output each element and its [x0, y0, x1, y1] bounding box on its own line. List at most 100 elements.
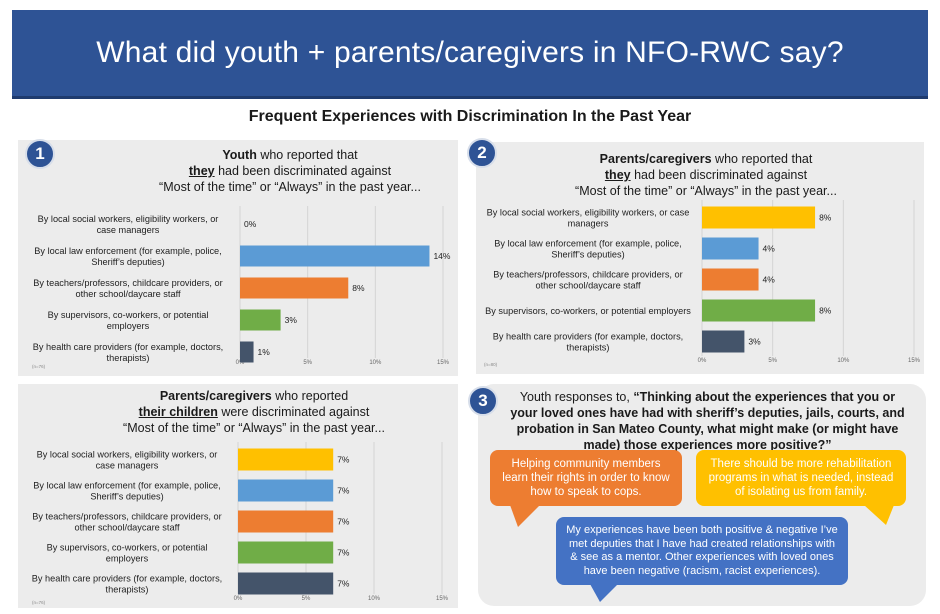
quote-bubble-blue: My experiences have been both positive &…	[556, 517, 848, 585]
quote-bubble-orange-text: Helping community members learn their ri…	[502, 458, 670, 498]
chart-panel-parents	[476, 142, 924, 374]
quote-bubble-orange-tail	[510, 505, 540, 527]
chart-2-title-freq: “Most of the time” or “Always” in the pa…	[575, 184, 837, 198]
category-label: By local law enforcement (for example, p…	[494, 239, 681, 260]
category-label-line: other school/daycare staff	[75, 289, 180, 299]
quote-bubble-yellow: There should be more rehabilitation prog…	[696, 450, 906, 506]
data-label: 3%	[285, 315, 298, 325]
data-label: 3%	[748, 337, 761, 347]
sample-size-note: (n=76)	[32, 600, 46, 605]
quotes-prompt-question: “Thinking about the experiences that you…	[510, 390, 905, 452]
chart-3-plot: 0% 5% 10% 15% By local social workers, eligi…	[32, 442, 449, 605]
category-label-line: By health care providers (for example, d…	[33, 342, 223, 352]
category-label-line: therapists)	[567, 343, 610, 353]
badge-1: 1	[25, 139, 55, 169]
chart-1-title-target: they	[188, 164, 215, 178]
x-tick-label: 0%	[234, 596, 243, 602]
category-label-line: employers	[106, 554, 149, 564]
chart-1-title: Youth who reported that they had been di…	[140, 147, 440, 195]
category-label: By supervisors, co-workers, or potential…	[47, 543, 208, 564]
category-label-line: other school/daycare staff	[535, 281, 640, 291]
category-label: By health care providers (for example, d…	[493, 332, 683, 353]
category-label-line: By health care providers (for example, d…	[32, 574, 222, 584]
quote-bubble-yellow-text: There should be more rehabilitation prog…	[708, 458, 894, 498]
category-label-line: By teachers/professors, childcare provid…	[32, 512, 221, 522]
x-tick-label: 10%	[368, 596, 381, 602]
quote-bubble-yellow-tail	[864, 505, 894, 525]
category-label: By health care providers (for example, d…	[33, 342, 223, 363]
bar	[238, 448, 334, 471]
page-title: What did youth + parents/caregivers in N…	[96, 36, 844, 69]
category-label-line: therapists)	[107, 353, 150, 363]
chart-3-svg: 0% 5% 10% 15% By local social workers, eligi…	[32, 442, 449, 605]
quote-bubble-blue-tail	[590, 584, 618, 602]
x-tick-label: 15%	[437, 360, 450, 366]
bar	[238, 510, 334, 533]
category-label: By local law enforcement (for example, p…	[33, 481, 220, 502]
category-label-line: By local law enforcement (for example, p…	[494, 239, 681, 249]
x-tick-label: 15%	[908, 358, 921, 364]
category-label-line: By health care providers (for example, d…	[493, 332, 683, 342]
quotes-prompt-lead: Youth responses to,	[519, 390, 634, 404]
category-label: By local law enforcement (for example, p…	[34, 246, 221, 267]
category-label-line: employers	[107, 321, 150, 331]
bar	[702, 268, 759, 291]
category-label-line: By local law enforcement (for example, p…	[33, 481, 220, 491]
category-label: By health care providers (for example, d…	[32, 574, 222, 595]
category-label: By local social workers, eligibility wor…	[487, 208, 690, 229]
chart-2-title-target: they	[604, 168, 631, 182]
chart-2-title-who: who reported that	[711, 152, 813, 166]
bar	[240, 341, 254, 363]
bar	[702, 299, 816, 322]
category-label-line: other school/daycare staff	[74, 523, 179, 533]
chart-1-title-freq: “Most of the time” or “Always” in the pa…	[159, 180, 421, 194]
chart-2-title-subject: Parents/caregivers	[599, 152, 712, 166]
data-label: 8%	[819, 306, 832, 316]
badge-3: 3	[468, 386, 498, 416]
x-tick-label: 10%	[837, 358, 850, 364]
data-label: 7%	[337, 455, 350, 465]
chart-2-title-desc: had been discriminated against	[630, 168, 808, 182]
x-tick-label: 5%	[768, 358, 777, 364]
bar	[240, 245, 430, 267]
bar	[238, 479, 334, 502]
quotes-prompt: Youth responses to, “Thinking about the …	[505, 389, 910, 453]
quote-bubble-orange: Helping community members learn their ri…	[490, 450, 682, 506]
x-tick-label: 15%	[436, 596, 449, 602]
data-label: 7%	[337, 517, 350, 527]
chart-1-plot: 0% 5% 10% 15% By local social workers, eligi…	[32, 206, 451, 369]
chart-3-title-desc: were discriminated against	[217, 405, 370, 419]
category-label: By supervisors, co-workers, or potential…	[485, 306, 691, 316]
category-label-line: By supervisors, co-workers, or potential	[47, 543, 208, 553]
chart-1-title-who: who reported that	[256, 148, 358, 162]
chart-1-title-subject: Youth	[222, 148, 257, 162]
bar	[702, 237, 759, 260]
data-label: 0%	[244, 219, 257, 229]
chart-3-title-target: their children	[138, 405, 218, 419]
category-label: By teachers/professors, childcare provid…	[32, 512, 221, 533]
category-label-line: case managers	[96, 461, 159, 471]
category-label-line: Sheriff’s deputies)	[90, 492, 163, 502]
chart-2-title: Parents/caregivers who reported that the…	[556, 151, 856, 199]
category-label: By teachers/professors, childcare provid…	[33, 278, 222, 299]
data-label: 8%	[819, 213, 832, 223]
chart-3-title-subject: Parents/caregivers	[159, 389, 272, 403]
x-tick-label: 10%	[369, 360, 382, 366]
chart-2-plot: 0% 5% 10% 15% By local social workers, eligi…	[484, 200, 921, 367]
category-label-line: Sheriff’s deputies)	[551, 250, 624, 260]
bar	[240, 277, 349, 299]
data-label: 14%	[433, 251, 450, 261]
chart-3-title-freq: “Most of the time” or “Always” in the pa…	[123, 421, 385, 435]
data-label: 7%	[337, 579, 350, 589]
category-label-line: By local law enforcement (for example, p…	[34, 246, 221, 256]
section-subtitle: Frequent Experiences with Discrimination…	[248, 108, 692, 125]
x-tick-label: 5%	[302, 596, 311, 602]
chart-2-svg: 0% 5% 10% 15% By local social workers, eligi…	[484, 200, 921, 367]
x-tick-label: 5%	[303, 360, 312, 366]
chart-3-title: Parents/caregivers who reported their ch…	[104, 388, 404, 436]
bar	[702, 206, 816, 229]
bar	[240, 309, 281, 331]
chart-1-title-desc: had been discriminated against	[214, 164, 392, 178]
bar	[238, 541, 334, 564]
data-label: 4%	[763, 275, 776, 285]
